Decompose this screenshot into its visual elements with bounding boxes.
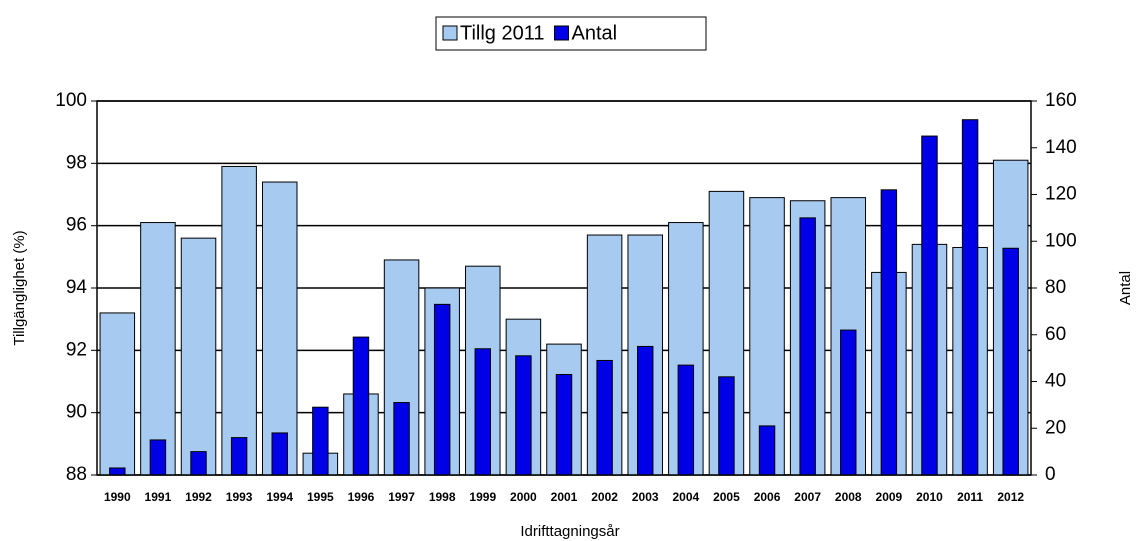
bar: [149, 439, 167, 476]
bar: [312, 406, 329, 476]
x-tick-label: 2002: [591, 490, 618, 504]
x-tick-label: 2001: [551, 490, 578, 504]
bar: [880, 189, 898, 476]
bar: [677, 364, 695, 476]
x-tick-label: 2012: [997, 490, 1024, 504]
legend-box: [435, 16, 707, 51]
x-tick-label: 1991: [145, 490, 172, 504]
x-tick-label: 1996: [348, 490, 375, 504]
bar: [474, 348, 491, 476]
y2-tick-label: 20: [1045, 417, 1066, 438]
y2-tick-label: 140: [1045, 137, 1077, 158]
bar: [99, 312, 136, 476]
legend-label: Tillg 2011: [460, 22, 545, 44]
bar: [758, 425, 776, 476]
x-tick-label: 1995: [307, 490, 334, 504]
bar: [555, 373, 573, 476]
x-tick-label: 1990: [104, 490, 131, 504]
x-tick-label: 2008: [835, 490, 862, 504]
x-tick-label: 1993: [226, 490, 253, 504]
x-tick-label: 1992: [185, 490, 212, 504]
bar: [190, 451, 207, 476]
y2-axis-title: Antal: [1117, 271, 1134, 305]
bar: [230, 437, 248, 476]
y-tick-label: 100: [55, 90, 87, 111]
bar: [637, 345, 654, 476]
y2-tick-label: 100: [1045, 230, 1077, 251]
x-tick-label: 2004: [672, 490, 699, 504]
bar: [140, 222, 176, 476]
y2-tick-label: 60: [1045, 324, 1066, 345]
bar: [261, 181, 298, 476]
y2-tick-label: 80: [1045, 277, 1066, 298]
bar: [840, 329, 857, 476]
y-tick-label: 94: [66, 277, 88, 298]
x-tick-label: 2011: [957, 490, 983, 504]
y2-tick-label: 160: [1045, 90, 1077, 111]
bar: [1002, 247, 1019, 476]
y2-tick-label: 40: [1045, 371, 1066, 392]
bar: [921, 135, 938, 476]
y2-tick-label: 0: [1045, 464, 1056, 485]
legend-swatch: [442, 25, 458, 41]
bar: [393, 402, 410, 476]
x-tick-label: 1997: [388, 490, 415, 504]
x-axis-title: Idrifttagningsår: [520, 523, 619, 540]
bar: [718, 376, 735, 476]
x-tick-label: 2009: [876, 490, 903, 504]
bar: [961, 119, 979, 476]
x-tick-label: 2007: [794, 490, 821, 504]
legend-label: Antal: [572, 22, 618, 44]
bar: [433, 303, 451, 476]
y-tick-label: 96: [66, 215, 87, 236]
x-tick-label: 1994: [266, 490, 293, 504]
bar: [271, 432, 288, 476]
x-tick-label: 2006: [754, 490, 781, 504]
x-tick-label: 1999: [469, 490, 496, 504]
x-tick-label: 2003: [632, 490, 659, 504]
y-tick-label: 90: [66, 402, 87, 423]
x-tick-label: 1998: [429, 490, 456, 504]
x-tick-label: 2005: [713, 490, 740, 504]
plot-frame: [96, 100, 1032, 476]
x-tick-label: 2010: [916, 490, 943, 504]
bar: [221, 165, 257, 476]
y-tick-label: 88: [66, 464, 87, 485]
y-tick-label: 98: [66, 152, 87, 173]
bar: [109, 467, 126, 476]
bar: [799, 217, 816, 476]
bar: [180, 237, 217, 476]
legend-swatch: [554, 25, 569, 41]
bar: [515, 355, 532, 476]
y-axis-title: Tillgänglighet (%): [11, 230, 28, 345]
x-tick-label: 2000: [510, 490, 537, 504]
bar: [352, 336, 370, 476]
bar: [596, 359, 613, 476]
y2-tick-label: 120: [1045, 184, 1077, 205]
y-tick-label: 92: [66, 339, 87, 360]
